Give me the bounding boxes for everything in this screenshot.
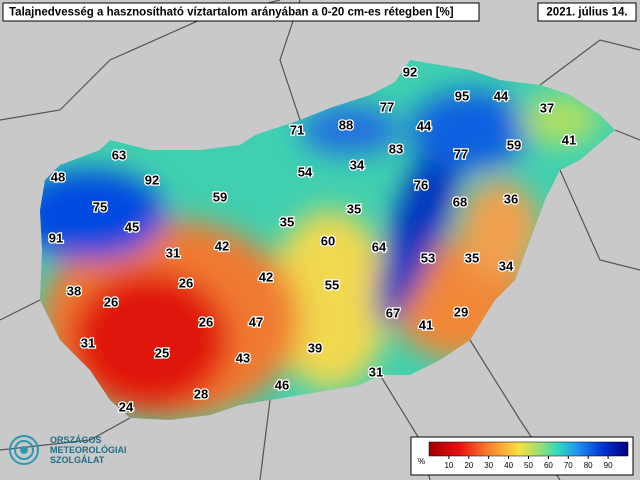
station-value: 75: [93, 199, 107, 214]
station-value: 77: [380, 99, 394, 114]
station-value: 34: [350, 157, 365, 172]
logo-text: SZOLGÁLAT: [50, 455, 105, 465]
station-value: 39: [308, 340, 322, 355]
station-value: 59: [213, 189, 227, 204]
station-value: 76: [414, 177, 428, 192]
legend-tick-label: 90: [604, 461, 613, 470]
station-value: 77: [454, 146, 468, 161]
date: 2021. július 14.: [546, 7, 627, 19]
station-value: 31: [166, 245, 180, 260]
logo: ORSZÁGOS METEOROLÓGIAI SZOLGÁLAT: [9, 435, 127, 465]
station-value: 54: [298, 164, 313, 179]
station-value: 37: [540, 100, 554, 115]
station-value: 45: [125, 219, 139, 234]
station-value: 83: [389, 141, 403, 156]
logo-text: METEOROLÓGIAI: [50, 444, 127, 455]
station-value: 42: [215, 238, 229, 253]
station-value: 35: [347, 201, 361, 216]
station-value: 25: [155, 345, 169, 360]
station-value: 34: [499, 258, 514, 273]
station-value: 67: [386, 305, 400, 320]
date-box: [537, 2, 637, 22]
station-value: 36: [504, 191, 518, 206]
station-value: 48: [51, 169, 65, 184]
station-value: 29: [454, 304, 468, 319]
station-value: 68: [453, 194, 467, 209]
station-value: 95: [455, 88, 469, 103]
station-value: 60: [321, 233, 335, 248]
station-value: 26: [104, 294, 118, 309]
station-value: 28: [194, 386, 208, 401]
legend-tick-label: 30: [484, 461, 493, 470]
station-value: 24: [119, 399, 134, 414]
station-value: 31: [81, 335, 95, 350]
legend-tick-label: 50: [524, 461, 533, 470]
station-value: 92: [403, 64, 417, 79]
legend-tick-label: 60: [544, 461, 553, 470]
station-value: 41: [419, 317, 433, 332]
station-value: 43: [236, 350, 250, 365]
station-value: 26: [179, 275, 193, 290]
legend-tick-label: 80: [584, 461, 593, 470]
station-value: 88: [339, 117, 353, 132]
station-value: 35: [465, 250, 479, 265]
station-value: 44: [417, 118, 432, 133]
station-value: 38: [67, 283, 81, 298]
station-value: 92: [145, 172, 159, 187]
station-value: 53: [421, 250, 435, 265]
station-value: 64: [372, 239, 387, 254]
station-value: 71: [290, 122, 304, 137]
station-value: 59: [507, 137, 521, 152]
legend-unit: %: [418, 457, 425, 466]
legend-tick-label: 20: [464, 461, 473, 470]
station-value: 46: [275, 377, 289, 392]
station-value: 41: [562, 132, 576, 147]
station-value: 55: [325, 277, 339, 292]
station-value: 47: [249, 314, 263, 329]
station-value: 42: [259, 269, 273, 284]
legend-tick-label: 10: [444, 461, 453, 470]
station-value: 63: [112, 147, 126, 162]
station-value: 31: [369, 364, 383, 379]
legend-bar: [428, 441, 629, 457]
title-box: [2, 2, 480, 22]
station-value: 35: [280, 214, 294, 229]
legend-tick-label: 40: [504, 461, 513, 470]
title: Talajnedvesség a hasznosítható víztartal…: [9, 7, 454, 19]
station-value: 44: [494, 88, 509, 103]
station-value: 91: [49, 230, 63, 245]
logo-text: ORSZÁGOS: [50, 435, 102, 445]
legend-tick-label: 70: [564, 461, 573, 470]
station-value: 26: [199, 314, 213, 329]
